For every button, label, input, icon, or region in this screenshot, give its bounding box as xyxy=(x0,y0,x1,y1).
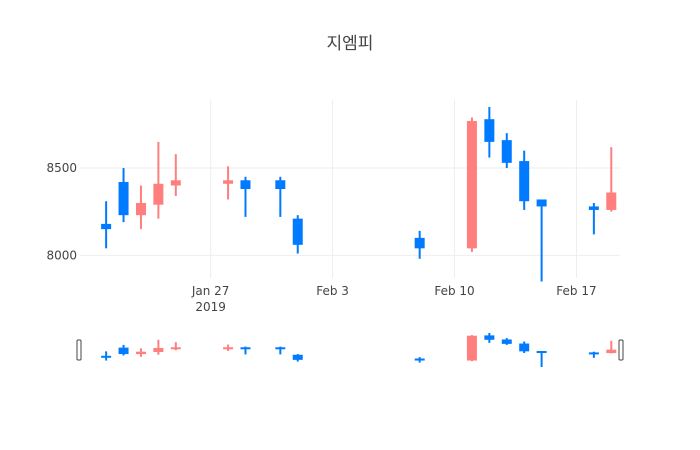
candle xyxy=(135,185,146,230)
x-tick-label: Feb 10 xyxy=(434,284,474,298)
slider-candle xyxy=(484,333,495,343)
candle-body xyxy=(223,180,234,184)
candle-body xyxy=(153,183,164,205)
slider-candle-body xyxy=(466,335,477,361)
candle-body xyxy=(118,182,129,216)
slider-candle-body xyxy=(292,354,303,360)
candle-body xyxy=(414,237,425,249)
slider-candle-body xyxy=(606,349,617,354)
candle xyxy=(536,199,547,282)
slider-candle xyxy=(536,351,547,367)
x-tick-label: Feb 17 xyxy=(556,284,596,298)
candle-body xyxy=(484,119,495,142)
slider-candle-body xyxy=(101,355,112,358)
slider-candle xyxy=(118,344,129,356)
chart-title: 지엠피 xyxy=(327,34,374,54)
candle xyxy=(118,168,129,223)
candle-body xyxy=(606,192,617,210)
slider-candle xyxy=(519,341,530,354)
slider-candle-body xyxy=(536,351,547,354)
slider-candle-body xyxy=(519,343,530,352)
x-tick-label: Feb 3 xyxy=(316,284,349,298)
candle-body xyxy=(466,120,477,249)
candle-body xyxy=(170,180,181,186)
range-slider[interactable] xyxy=(76,333,624,367)
slider-candle-body xyxy=(501,339,512,344)
candle-body xyxy=(501,140,512,163)
slider-candle xyxy=(135,348,146,357)
candle xyxy=(223,166,234,200)
candle xyxy=(484,106,495,158)
candle xyxy=(606,147,617,212)
candle xyxy=(414,230,425,259)
candle-body xyxy=(240,180,251,189)
candle xyxy=(153,141,164,219)
slider-candle xyxy=(223,344,234,352)
slider-candle xyxy=(606,340,617,354)
slider-candle xyxy=(170,342,181,351)
slider-candle xyxy=(414,357,425,363)
slider-candle xyxy=(292,354,303,362)
slider-candle-body xyxy=(170,347,181,350)
candle xyxy=(588,202,599,235)
range-slider-left-handle[interactable] xyxy=(76,339,82,361)
candle xyxy=(170,154,181,196)
slider-candle-body xyxy=(484,335,495,340)
x-tick-label: Jan 27 xyxy=(191,284,230,298)
x-axis-ticks: Jan 27 2019 Feb 3 Feb 10 Feb 17 xyxy=(191,284,597,314)
y-axis-ticks: 8000 8500 xyxy=(46,161,77,262)
slider-candle-body xyxy=(275,347,286,350)
candle-body xyxy=(292,218,303,245)
candle xyxy=(240,176,251,217)
slider-candle xyxy=(275,346,286,355)
candle xyxy=(519,150,530,210)
candle-body xyxy=(101,223,112,230)
candle-body xyxy=(536,199,547,207)
slider-candle xyxy=(501,338,512,345)
candle xyxy=(501,133,512,169)
slider-candle-body xyxy=(223,347,234,350)
candle-body xyxy=(275,180,286,189)
slider-candle xyxy=(153,339,164,355)
x-tick-sublabel: 2019 xyxy=(195,300,226,314)
slider-candle xyxy=(588,351,599,358)
slider-candle xyxy=(240,346,251,355)
y-tick-label: 8500 xyxy=(46,161,77,175)
range-slider-right-handle[interactable] xyxy=(618,339,624,361)
slider-candle-body xyxy=(153,347,164,353)
gridlines xyxy=(80,100,620,278)
slider-candle-body xyxy=(240,347,251,350)
slider-candle-body xyxy=(588,352,599,355)
candle xyxy=(275,176,286,217)
candle-body xyxy=(588,206,599,210)
slider-candle-body xyxy=(414,358,425,361)
candle xyxy=(101,201,112,249)
candle xyxy=(292,215,303,254)
slider-candle xyxy=(466,335,477,362)
slider-candle-body xyxy=(118,347,129,355)
candles xyxy=(101,106,617,282)
candle-body xyxy=(519,161,530,202)
slider-candle xyxy=(101,351,112,361)
candle-body xyxy=(135,202,146,216)
candle xyxy=(466,117,477,252)
y-tick-label: 8000 xyxy=(46,248,77,262)
slider-candle-body xyxy=(135,351,146,355)
